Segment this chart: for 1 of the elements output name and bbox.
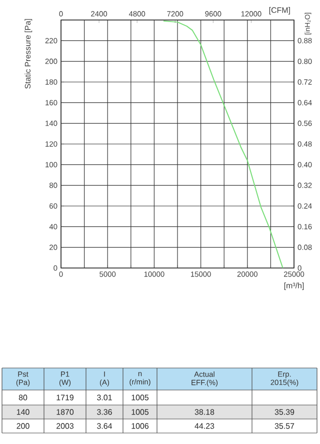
line-series	[163, 20, 284, 268]
